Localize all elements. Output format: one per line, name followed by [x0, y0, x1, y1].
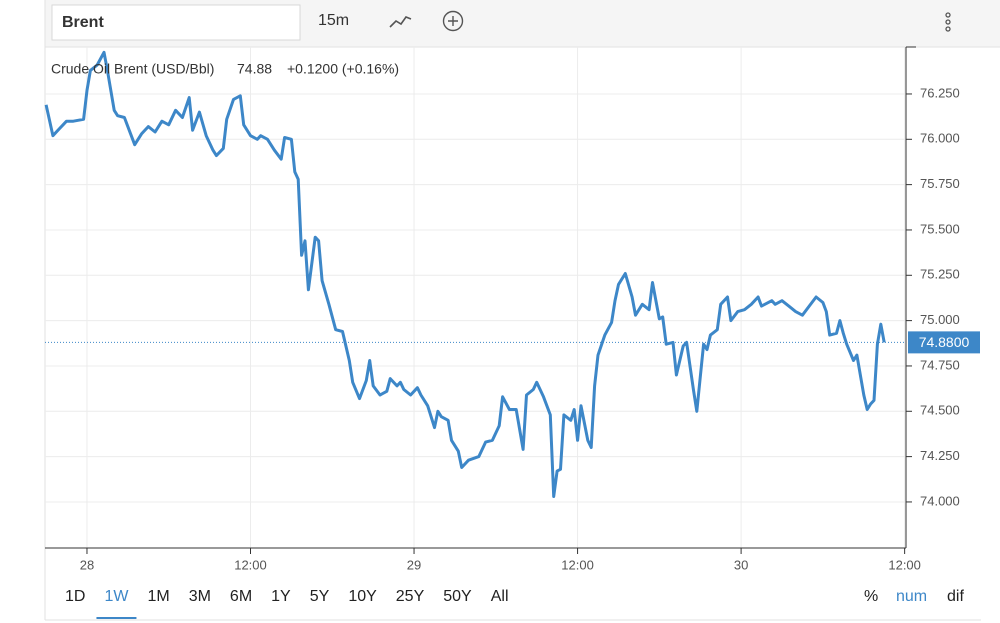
range-button[interactable]: 50Y: [443, 588, 472, 605]
plot: [44, 50, 906, 498]
menu-icon[interactable]: [945, 12, 951, 32]
y-tick-label: 75.000: [920, 312, 960, 327]
y-tick-label: 75.750: [920, 176, 960, 191]
change: +0.1200 (+0.16%): [287, 61, 399, 77]
symbol-input[interactable]: [51, 4, 301, 41]
last-price-box: [908, 331, 980, 354]
axes: 74.000 74.250 74.500 74.750 75.000 75.250 75.5…: [80, 85, 980, 572]
x-tick-label: 28: [80, 557, 94, 572]
price-line: [44, 50, 886, 498]
mode-button[interactable]: num: [896, 588, 927, 605]
mode-button[interactable]: dif: [947, 588, 964, 605]
y-tick-label: 74.250: [920, 448, 960, 463]
range-button[interactable]: 1M: [147, 588, 169, 605]
y-tick-label: 75.250: [920, 267, 960, 282]
range-button[interactable]: 5Y: [310, 588, 330, 605]
interval[interactable]: 15m: [318, 12, 349, 29]
y-tick-label: 76.000: [920, 131, 960, 146]
range-button[interactable]: 1Y: [271, 588, 291, 605]
mode-button[interactable]: %: [864, 588, 878, 605]
add-indicator-plus: [448, 16, 458, 26]
grid: [45, 47, 906, 548]
price: 74.88: [237, 61, 272, 77]
range-button[interactable]: 25Y: [396, 588, 425, 605]
y-tick-label: 74.750: [920, 357, 960, 372]
range-button[interactable]: 1D: [65, 588, 85, 605]
range-button[interactable]: All: [491, 588, 509, 605]
y-tick-label: 74.500: [920, 403, 960, 418]
y-tick-label: 74.000: [920, 493, 960, 508]
range-buttons: 1D 1W 1M 3M 6M 1Y 5Y 10Y 25Y 50Y All% num dif: [65, 588, 964, 619]
range-button[interactable]: 6M: [230, 588, 252, 605]
x-tick-label: 12:00: [888, 557, 921, 572]
x-tick-label: 29: [407, 557, 421, 572]
y-tick-label: 76.250: [920, 85, 960, 100]
x-tick-label: 30: [734, 557, 748, 572]
add-indicator-icon[interactable]: [442, 10, 464, 32]
symbol: Brent: [62, 14, 104, 31]
series-name: Crude Oil Brent (USD/Bbl): [51, 61, 214, 77]
range-button[interactable]: 3M: [189, 588, 211, 605]
last-price-label: 74.8800: [919, 334, 970, 350]
range-button[interactable]: 10Y: [348, 588, 377, 605]
x-tick-label: 12:00: [561, 557, 594, 572]
range-button[interactable]: 1W: [104, 588, 129, 605]
y-tick-label: 75.500: [920, 221, 960, 236]
x-tick-label: 12:00: [234, 557, 267, 572]
chart-style-icon[interactable]: [389, 16, 412, 28]
